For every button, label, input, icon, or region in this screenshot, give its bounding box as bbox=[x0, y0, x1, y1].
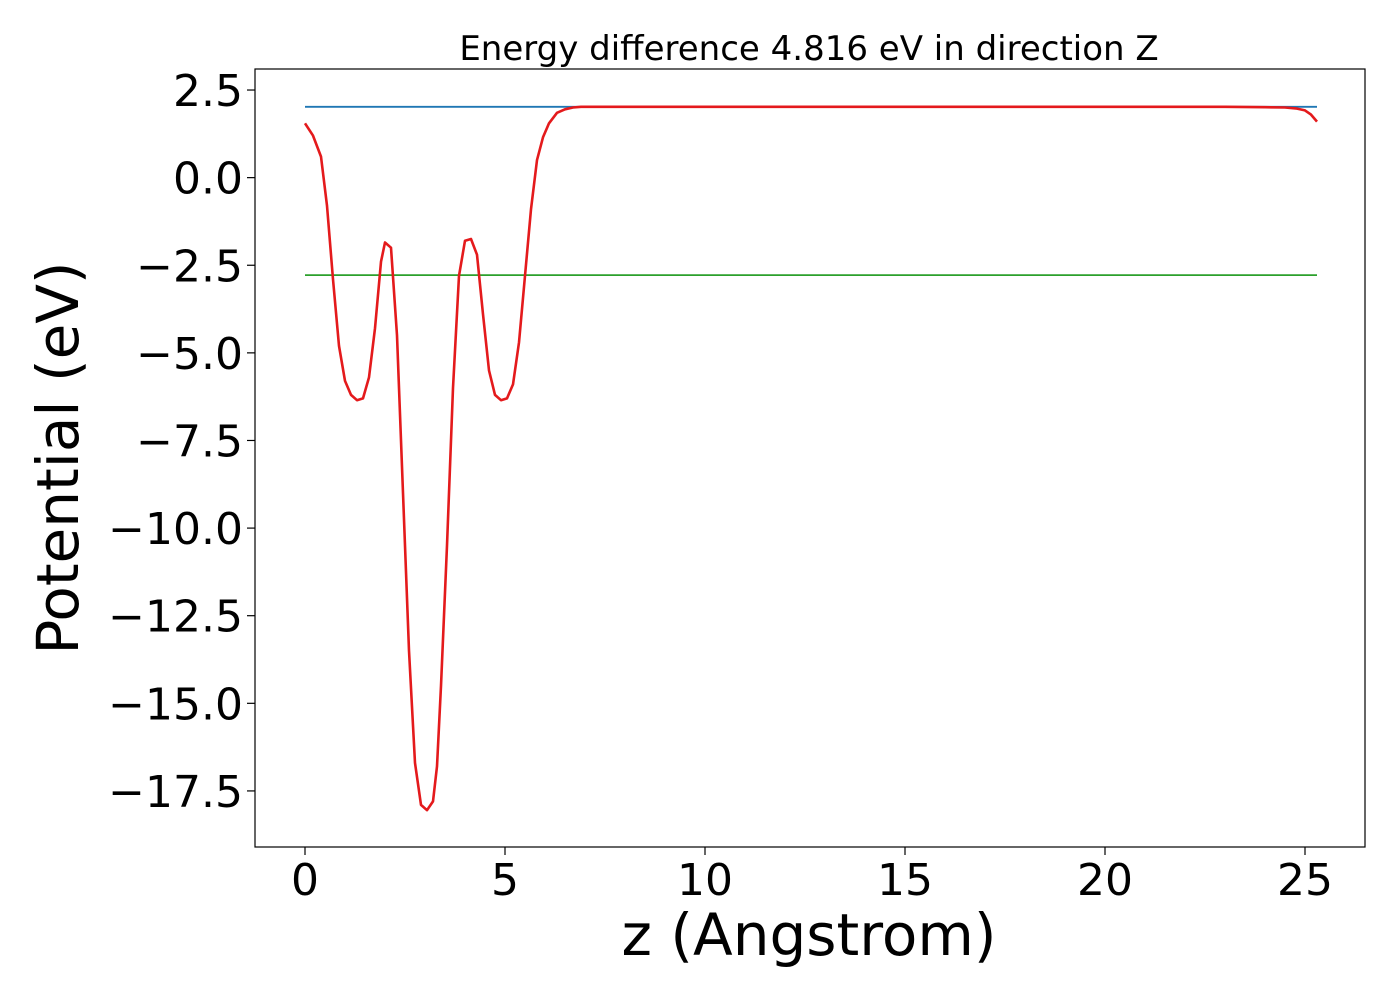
y-tick-label: −5.0 bbox=[136, 329, 243, 380]
y-tick-label: 2.5 bbox=[173, 66, 243, 117]
axes-frame bbox=[254, 68, 1366, 848]
y-tick-label: −17.5 bbox=[108, 767, 243, 818]
x-axis: 0 5 10 15 20 25 bbox=[291, 847, 1333, 906]
x-tick-label: 10 bbox=[677, 855, 733, 906]
y-axis: 2.5 0.0 −2.5 −5.0 −7.5 −10.0 −12.5 −15.0 −17.5 bbox=[108, 66, 255, 818]
x-tick-label: 0 bbox=[291, 855, 319, 906]
series-line-3 bbox=[303, 105, 1318, 812]
y-axis-label: Potential (eV) bbox=[24, 261, 92, 654]
x-tick-label: 25 bbox=[1277, 855, 1333, 906]
chart-title: Energy difference 4.816 eV in direction … bbox=[459, 29, 1158, 69]
y-tick-label: −12.5 bbox=[108, 592, 243, 643]
x-tick-label: 15 bbox=[877, 855, 933, 906]
y-tick-label: −15.0 bbox=[108, 679, 243, 730]
x-tick-label: 5 bbox=[491, 855, 519, 906]
y-tick-label: −10.0 bbox=[108, 504, 243, 555]
y-tick-label: 0.0 bbox=[173, 154, 243, 205]
y-tick-label: −7.5 bbox=[136, 416, 243, 467]
x-tick-label: 20 bbox=[1077, 855, 1133, 906]
plot-area bbox=[303, 105, 1318, 812]
y-tick-label: −2.5 bbox=[136, 241, 243, 292]
x-axis-label: z (Angstrom) bbox=[622, 901, 997, 969]
